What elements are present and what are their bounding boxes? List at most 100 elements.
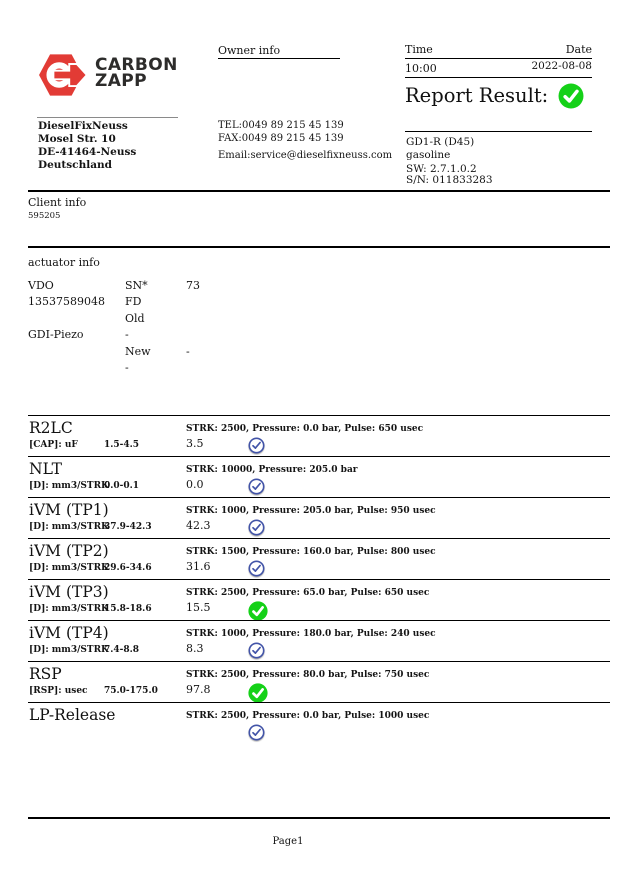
test-results-table: R2LC STRK: 2500, Pressure: 0.0 bar, Puls… [28, 415, 610, 743]
date-label: Date [565, 43, 592, 56]
test-parameters: STRK: 2500, Pressure: 0.0 bar, Pulse: 10… [186, 711, 430, 721]
test-name: iVM (TP2) [29, 542, 109, 560]
owner-fax: FAX:0049 89 215 45 139 [218, 133, 344, 144]
test-name: iVM (TP3) [29, 583, 109, 601]
test-row: iVM (TP3) STRK: 2500, Pressure: 65.0 bar… [28, 579, 610, 621]
test-unit-label: [CAP]: uF [29, 440, 78, 450]
actuator-row: VDO SN* 73 [28, 279, 428, 295]
check-icon [248, 724, 265, 741]
owner-name: DieselFixNeuss [38, 120, 128, 132]
test-status-icon [248, 478, 268, 498]
machine-fuel: gasoline [406, 149, 451, 161]
test-row: RSP STRK: 2500, Pressure: 80.0 bar, Puls… [28, 661, 610, 703]
pass-icon [248, 601, 268, 621]
test-status-icon [248, 683, 268, 703]
owner-city: DE-41464-Neuss [38, 146, 137, 158]
test-parameters: STRK: 1000, Pressure: 180.0 bar, Pulse: … [186, 629, 436, 639]
test-parameters: STRK: 2500, Pressure: 65.0 bar, Pulse: 6… [186, 588, 430, 598]
test-name: RSP [29, 665, 62, 683]
test-parameters: STRK: 2500, Pressure: 0.0 bar, Pulse: 65… [186, 424, 424, 434]
test-value: 31.6 [186, 560, 211, 573]
test-range: 1.5-4.5 [104, 440, 140, 450]
client-info-label: Client info [28, 196, 87, 209]
test-row: NLT STRK: 10000, Pressure: 205.0 bar [D]… [28, 456, 610, 497]
test-status-icon [248, 560, 268, 580]
carbon-zapp-logo-icon [38, 52, 89, 98]
test-value: 8.3 [186, 642, 204, 655]
actuator-grid: VDO SN* 73 13537589048 FD Old GDI-Piezo … [28, 279, 428, 377]
test-range: 15.8-18.6 [104, 604, 152, 614]
time-value: 10:00 [405, 62, 437, 75]
owner-street: Mosel Str. 10 [38, 133, 116, 145]
test-unit-label: [D]: mm3/STRK [29, 522, 109, 532]
address-divider [37, 117, 178, 118]
test-range: 29.6-34.6 [104, 563, 152, 573]
client-section-bottom-line [28, 246, 610, 248]
machine-software: SW: 2.7.1.0.2 [406, 163, 477, 175]
check-icon [248, 478, 265, 495]
actuator-col2: SN* [125, 279, 148, 292]
client-id: 595205 [28, 211, 61, 221]
test-value: 0.0 [186, 478, 204, 491]
test-unit-label: [D]: mm3/STRK [29, 604, 109, 614]
actuator-col1: 13537589048 [28, 295, 105, 309]
test-row: iVM (TP1) STRK: 1000, Pressure: 205.0 ba… [28, 497, 610, 538]
actuator-col1: VDO [28, 279, 54, 292]
check-icon [248, 642, 265, 659]
test-name: LP-Release [29, 706, 116, 724]
test-name: NLT [29, 460, 62, 478]
test-range: 37.9-42.3 [104, 522, 152, 532]
report-result-pass-icon [558, 83, 584, 109]
test-value: 97.8 [186, 683, 211, 696]
test-name: iVM (TP4) [29, 624, 109, 642]
time-value-underline [405, 77, 592, 78]
actuator-col2: Old [125, 311, 145, 325]
owner-address: DieselFixNeuss Mosel Str. 10 DE-41464-Ne… [38, 120, 136, 172]
time-date-underline [405, 58, 592, 59]
test-row: R2LC STRK: 2500, Pressure: 0.0 bar, Puls… [28, 415, 610, 456]
test-range: 0.0-0.1 [104, 481, 140, 491]
test-name: R2LC [29, 419, 73, 437]
test-name: iVM (TP1) [29, 501, 109, 519]
test-status-icon [248, 601, 268, 621]
test-unit-label: [RSP]: usec [29, 686, 88, 696]
test-value: 42.3 [186, 519, 211, 532]
brand-line1: CARBON [95, 55, 178, 75]
test-value: 15.5 [186, 601, 211, 614]
time-label: Time [405, 43, 433, 56]
actuator-row: 13537589048 FD [28, 295, 428, 311]
client-section-top-line [28, 190, 610, 192]
actuator-info-label: actuator info [28, 256, 100, 269]
actuator-row: Old [28, 312, 428, 328]
page-number: Page1 [272, 836, 304, 847]
test-status-icon [248, 642, 268, 662]
test-value: 3.5 [186, 437, 204, 450]
actuator-row: GDI-Piezo - [28, 328, 428, 344]
test-parameters: STRK: 2500, Pressure: 80.0 bar, Pulse: 7… [186, 670, 430, 680]
report-result-label: Report Result: [405, 84, 549, 107]
test-range: 75.0-175.0 [104, 686, 158, 696]
test-row: iVM (TP4) STRK: 1000, Pressure: 180.0 ba… [28, 620, 610, 661]
test-parameters: STRK: 10000, Pressure: 205.0 bar [186, 465, 358, 475]
check-icon [248, 519, 265, 536]
owner-email: Email:service@dieselfixneuss.com [218, 150, 393, 161]
actuator-row: New - [28, 345, 428, 361]
date-value: 2022-08-08 [531, 60, 592, 72]
test-status-icon [248, 437, 268, 457]
actuator-col2: New [125, 344, 151, 358]
test-parameters: STRK: 1000, Pressure: 205.0 bar, Pulse: … [186, 506, 436, 516]
machine-model: GD1-R (D45) [406, 136, 475, 148]
footer-line [28, 817, 610, 819]
test-range: 7.4-8.8 [104, 645, 140, 655]
owner-tel: TEL:0049 89 215 45 139 [218, 120, 344, 131]
actuator-row: - [28, 361, 428, 377]
actuator-col1: GDI-Piezo [28, 328, 84, 342]
test-status-icon [248, 724, 268, 744]
test-status-icon [248, 519, 268, 539]
actuator-col3: 73 [186, 279, 200, 292]
brand-line2: ZAPP [95, 71, 148, 91]
pass-icon [248, 683, 268, 703]
brand-name: CARBON ZAPP [95, 55, 178, 91]
actuator-col2: - [125, 328, 129, 342]
